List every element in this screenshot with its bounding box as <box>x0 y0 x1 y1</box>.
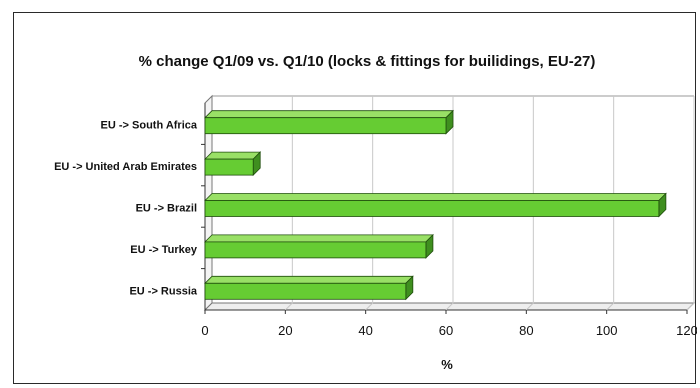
category-label: EU -> South Africa <box>101 120 198 132</box>
bar <box>204 151 262 177</box>
chart-title: % change Q1/09 vs. Q1/10 (locks & fittin… <box>139 53 596 70</box>
x-tick-label: 100 <box>596 323 618 338</box>
chart-frame: % change Q1/09 vs. Q1/10 (locks & fittin… <box>13 12 697 384</box>
x-tick-label: 40 <box>358 323 372 338</box>
bar <box>204 275 414 301</box>
gridline-floor <box>284 302 293 311</box>
x-tick-label: 80 <box>519 323 533 338</box>
category-label: EU -> Brazil <box>136 203 197 215</box>
category-label: EU -> Russia <box>129 285 197 297</box>
gridline-floor <box>525 302 534 311</box>
bar <box>204 233 434 259</box>
x-tick-labels: 0 20 40 60 80 100 120 <box>201 310 697 338</box>
bar-chart: % change Q1/09 vs. Q1/10 (locks & fittin… <box>54 53 697 372</box>
category-label: EU -> Turkey <box>130 244 198 256</box>
bar <box>204 109 454 135</box>
bar <box>204 192 667 218</box>
category-labels: EU -> South Africa EU -> United Arab Emir… <box>54 120 205 297</box>
gridline-floor <box>686 302 695 311</box>
x-tick-label: 120 <box>676 323 697 338</box>
gridline-floor <box>606 302 615 311</box>
x-tick-label: 20 <box>278 323 292 338</box>
category-label: EU -> United Arab Emirates <box>54 161 197 173</box>
x-tick-label: 0 <box>201 323 208 338</box>
bars <box>204 109 667 301</box>
gridline-floor <box>445 302 454 311</box>
x-axis-title: % <box>441 357 453 372</box>
x-tick-label: 60 <box>439 323 453 338</box>
gridline-floor <box>365 302 374 311</box>
